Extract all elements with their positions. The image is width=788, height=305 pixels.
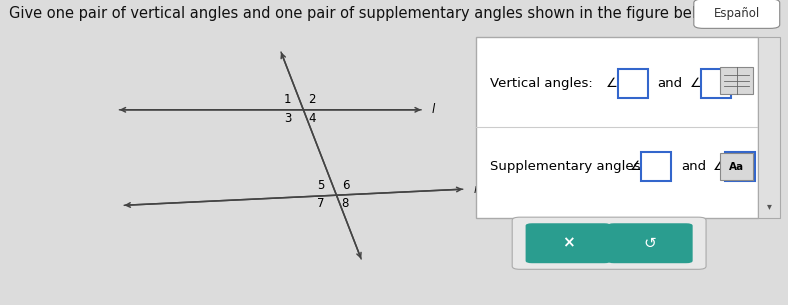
Text: Aa: Aa bbox=[729, 162, 745, 172]
FancyBboxPatch shape bbox=[641, 152, 671, 181]
Text: Vertical angles:: Vertical angles: bbox=[490, 77, 593, 90]
FancyBboxPatch shape bbox=[618, 70, 648, 99]
FancyBboxPatch shape bbox=[512, 217, 706, 269]
Text: 4: 4 bbox=[309, 112, 316, 125]
Text: 1: 1 bbox=[284, 93, 292, 106]
Text: ∠: ∠ bbox=[690, 77, 701, 90]
Text: ∠: ∠ bbox=[606, 77, 618, 90]
Text: Give one pair of vertical angles and one pair of supplementary angles shown in t: Give one pair of vertical angles and one… bbox=[9, 6, 720, 21]
Text: m: m bbox=[474, 183, 485, 196]
Text: 6: 6 bbox=[342, 179, 349, 192]
FancyBboxPatch shape bbox=[725, 152, 755, 181]
Text: ∠: ∠ bbox=[713, 160, 725, 173]
Text: l: l bbox=[432, 103, 435, 116]
FancyBboxPatch shape bbox=[608, 223, 693, 263]
Text: 2: 2 bbox=[309, 93, 316, 106]
Text: 5: 5 bbox=[317, 179, 325, 192]
Text: and: and bbox=[657, 77, 682, 90]
FancyBboxPatch shape bbox=[758, 37, 780, 218]
Text: ▾: ▾ bbox=[767, 201, 771, 211]
Text: 7: 7 bbox=[317, 197, 325, 210]
FancyBboxPatch shape bbox=[701, 70, 731, 99]
Text: ×: × bbox=[562, 236, 574, 251]
FancyBboxPatch shape bbox=[720, 67, 753, 94]
Text: 8: 8 bbox=[342, 197, 349, 210]
FancyBboxPatch shape bbox=[694, 0, 779, 28]
FancyBboxPatch shape bbox=[476, 37, 758, 218]
Text: ↺: ↺ bbox=[644, 236, 656, 251]
Text: ∠: ∠ bbox=[630, 160, 641, 173]
Text: Español: Español bbox=[714, 7, 760, 20]
Text: Supplementary angles:: Supplementary angles: bbox=[490, 160, 645, 173]
FancyBboxPatch shape bbox=[526, 223, 611, 263]
Text: and: and bbox=[681, 160, 706, 173]
FancyBboxPatch shape bbox=[720, 153, 753, 180]
Text: 3: 3 bbox=[284, 112, 292, 125]
